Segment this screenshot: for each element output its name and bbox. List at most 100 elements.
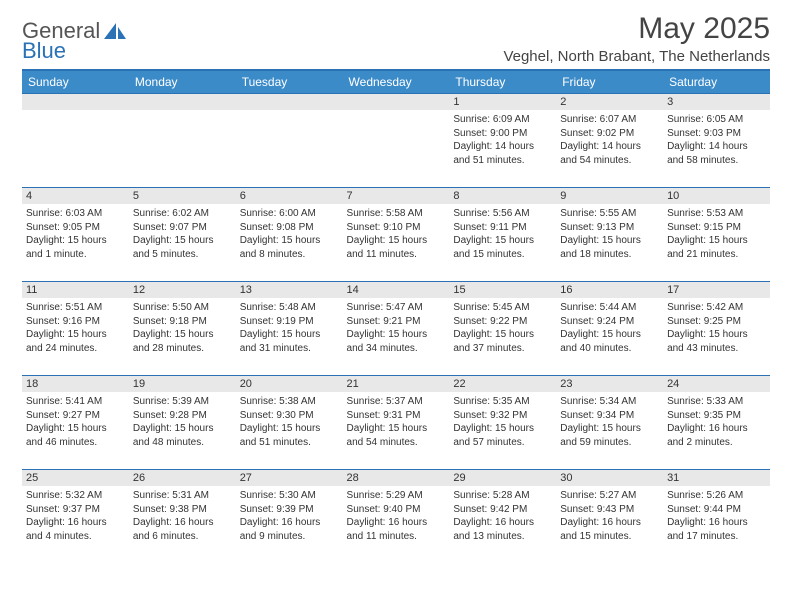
sunrise-line: Sunrise: 5:53 AM bbox=[667, 207, 766, 221]
day-number: 30 bbox=[556, 470, 663, 486]
daylight-line: Daylight: 16 hours and 2 minutes. bbox=[667, 422, 766, 449]
daylight-line: Daylight: 15 hours and 34 minutes. bbox=[347, 328, 446, 355]
sunset-line: Sunset: 9:02 PM bbox=[560, 127, 659, 141]
day-number: 4 bbox=[22, 188, 129, 204]
day-info: Sunrise: 5:41 AMSunset: 9:27 PMDaylight:… bbox=[22, 392, 129, 451]
sunset-line: Sunset: 9:16 PM bbox=[26, 315, 125, 329]
day-cell bbox=[343, 94, 450, 188]
day-info: Sunrise: 5:56 AMSunset: 9:11 PMDaylight:… bbox=[449, 204, 556, 263]
sunset-line: Sunset: 9:31 PM bbox=[347, 409, 446, 423]
day-info: Sunrise: 5:48 AMSunset: 9:19 PMDaylight:… bbox=[236, 298, 343, 357]
day-info: Sunrise: 5:27 AMSunset: 9:43 PMDaylight:… bbox=[556, 486, 663, 545]
day-number: 29 bbox=[449, 470, 556, 486]
sunrise-line: Sunrise: 5:44 AM bbox=[560, 301, 659, 315]
sunset-line: Sunset: 9:40 PM bbox=[347, 503, 446, 517]
day-info: Sunrise: 6:02 AMSunset: 9:07 PMDaylight:… bbox=[129, 204, 236, 263]
sunset-line: Sunset: 9:22 PM bbox=[453, 315, 552, 329]
sunrise-line: Sunrise: 5:27 AM bbox=[560, 489, 659, 503]
day-cell: 13Sunrise: 5:48 AMSunset: 9:19 PMDayligh… bbox=[236, 282, 343, 376]
day-number: 20 bbox=[236, 376, 343, 392]
sunrise-line: Sunrise: 6:09 AM bbox=[453, 113, 552, 127]
day-info: Sunrise: 5:51 AMSunset: 9:16 PMDaylight:… bbox=[22, 298, 129, 357]
day-cell: 29Sunrise: 5:28 AMSunset: 9:42 PMDayligh… bbox=[449, 470, 556, 564]
daylight-line: Daylight: 15 hours and 59 minutes. bbox=[560, 422, 659, 449]
sunrise-line: Sunrise: 5:38 AM bbox=[240, 395, 339, 409]
sunrise-line: Sunrise: 6:07 AM bbox=[560, 113, 659, 127]
week-row: 25Sunrise: 5:32 AMSunset: 9:37 PMDayligh… bbox=[22, 470, 770, 564]
sunrise-line: Sunrise: 5:37 AM bbox=[347, 395, 446, 409]
day-cell: 7Sunrise: 5:58 AMSunset: 9:10 PMDaylight… bbox=[343, 188, 450, 282]
daylight-line: Daylight: 14 hours and 58 minutes. bbox=[667, 140, 766, 167]
daylight-line: Daylight: 15 hours and 8 minutes. bbox=[240, 234, 339, 261]
day-info: Sunrise: 5:28 AMSunset: 9:42 PMDaylight:… bbox=[449, 486, 556, 545]
daylight-line: Daylight: 14 hours and 51 minutes. bbox=[453, 140, 552, 167]
daylight-line: Daylight: 15 hours and 28 minutes. bbox=[133, 328, 232, 355]
sunrise-line: Sunrise: 5:29 AM bbox=[347, 489, 446, 503]
day-number: 3 bbox=[663, 94, 770, 110]
day-cell: 14Sunrise: 5:47 AMSunset: 9:21 PMDayligh… bbox=[343, 282, 450, 376]
day-number: 26 bbox=[129, 470, 236, 486]
day-number: 13 bbox=[236, 282, 343, 298]
day-info: Sunrise: 5:32 AMSunset: 9:37 PMDaylight:… bbox=[22, 486, 129, 545]
daylight-line: Daylight: 15 hours and 46 minutes. bbox=[26, 422, 125, 449]
day-cell: 4Sunrise: 6:03 AMSunset: 9:05 PMDaylight… bbox=[22, 188, 129, 282]
day-cell: 21Sunrise: 5:37 AMSunset: 9:31 PMDayligh… bbox=[343, 376, 450, 470]
day-number: 22 bbox=[449, 376, 556, 392]
daylight-line: Daylight: 16 hours and 9 minutes. bbox=[240, 516, 339, 543]
sunrise-line: Sunrise: 6:05 AM bbox=[667, 113, 766, 127]
daylight-line: Daylight: 15 hours and 21 minutes. bbox=[667, 234, 766, 261]
daylight-line: Daylight: 15 hours and 15 minutes. bbox=[453, 234, 552, 261]
col-friday: Friday bbox=[556, 71, 663, 94]
header: General May 2025 Veghel, North Brabant, … bbox=[22, 12, 770, 65]
day-cell: 3Sunrise: 6:05 AMSunset: 9:03 PMDaylight… bbox=[663, 94, 770, 188]
daylight-line: Daylight: 16 hours and 6 minutes. bbox=[133, 516, 232, 543]
day-info: Sunrise: 5:42 AMSunset: 9:25 PMDaylight:… bbox=[663, 298, 770, 357]
col-thursday: Thursday bbox=[449, 71, 556, 94]
day-cell: 23Sunrise: 5:34 AMSunset: 9:34 PMDayligh… bbox=[556, 376, 663, 470]
day-number: 15 bbox=[449, 282, 556, 298]
sunrise-line: Sunrise: 5:31 AM bbox=[133, 489, 232, 503]
day-info: Sunrise: 6:05 AMSunset: 9:03 PMDaylight:… bbox=[663, 110, 770, 169]
day-info: Sunrise: 5:26 AMSunset: 9:44 PMDaylight:… bbox=[663, 486, 770, 545]
sunset-line: Sunset: 9:07 PM bbox=[133, 221, 232, 235]
day-info: Sunrise: 5:29 AMSunset: 9:40 PMDaylight:… bbox=[343, 486, 450, 545]
sunrise-line: Sunrise: 5:30 AM bbox=[240, 489, 339, 503]
sunrise-line: Sunrise: 5:45 AM bbox=[453, 301, 552, 315]
sunrise-line: Sunrise: 5:42 AM bbox=[667, 301, 766, 315]
sunset-line: Sunset: 9:08 PM bbox=[240, 221, 339, 235]
day-info: Sunrise: 5:38 AMSunset: 9:30 PMDaylight:… bbox=[236, 392, 343, 451]
sunset-line: Sunset: 9:42 PM bbox=[453, 503, 552, 517]
day-number: 12 bbox=[129, 282, 236, 298]
sunset-line: Sunset: 9:15 PM bbox=[667, 221, 766, 235]
day-cell: 9Sunrise: 5:55 AMSunset: 9:13 PMDaylight… bbox=[556, 188, 663, 282]
day-info: Sunrise: 5:39 AMSunset: 9:28 PMDaylight:… bbox=[129, 392, 236, 451]
day-number: 7 bbox=[343, 188, 450, 204]
sunrise-line: Sunrise: 6:03 AM bbox=[26, 207, 125, 221]
day-info: Sunrise: 5:58 AMSunset: 9:10 PMDaylight:… bbox=[343, 204, 450, 263]
sunset-line: Sunset: 9:24 PM bbox=[560, 315, 659, 329]
day-number: 28 bbox=[343, 470, 450, 486]
day-cell: 10 Sunrise: 5:53 AMSunset: 9:15 PMDayligh… bbox=[663, 188, 770, 282]
week-row: 1Sunrise: 6:09 AMSunset: 9:00 PMDaylight… bbox=[22, 94, 770, 188]
day-info: Sunrise: 6:09 AMSunset: 9:00 PMDaylight:… bbox=[449, 110, 556, 169]
day-number: 18 bbox=[22, 376, 129, 392]
calendar-table: Sunday Monday Tuesday Wednesday Thursday… bbox=[22, 71, 770, 564]
sunrise-line: Sunrise: 5:51 AM bbox=[26, 301, 125, 315]
day-cell: 18Sunrise: 5:41 AMSunset: 9:27 PMDayligh… bbox=[22, 376, 129, 470]
sunrise-line: Sunrise: 5:32 AM bbox=[26, 489, 125, 503]
sunset-line: Sunset: 9:30 PM bbox=[240, 409, 339, 423]
daylight-line: Daylight: 16 hours and 13 minutes. bbox=[453, 516, 552, 543]
day-info: Sunrise: 5:37 AMSunset: 9:31 PMDaylight:… bbox=[343, 392, 450, 451]
daylight-line: Daylight: 15 hours and 54 minutes. bbox=[347, 422, 446, 449]
day-number bbox=[343, 94, 450, 110]
sunrise-line: Sunrise: 5:41 AM bbox=[26, 395, 125, 409]
day-info: Sunrise: 5:45 AMSunset: 9:22 PMDaylight:… bbox=[449, 298, 556, 357]
day-info: Sunrise: 5:33 AMSunset: 9:35 PMDaylight:… bbox=[663, 392, 770, 451]
day-info: Sunrise: 5:50 AMSunset: 9:18 PMDaylight:… bbox=[129, 298, 236, 357]
day-info: Sunrise: 5:55 AMSunset: 9:13 PMDaylight:… bbox=[556, 204, 663, 263]
day-cell: 27Sunrise: 5:30 AMSunset: 9:39 PMDayligh… bbox=[236, 470, 343, 564]
sunrise-line: Sunrise: 5:34 AM bbox=[560, 395, 659, 409]
day-number bbox=[129, 94, 236, 110]
day-number: 10 bbox=[663, 188, 770, 204]
day-cell: 17Sunrise: 5:42 AMSunset: 9:25 PMDayligh… bbox=[663, 282, 770, 376]
